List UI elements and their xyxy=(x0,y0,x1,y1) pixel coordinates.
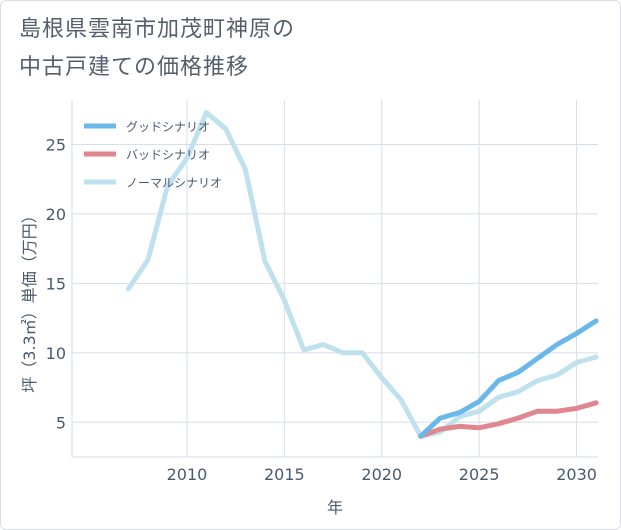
plot-area xyxy=(72,100,598,457)
title-line-1: 島根県雲南市加茂町神原の xyxy=(19,17,296,42)
x-tick-label: 2010 xyxy=(167,465,208,484)
x-tick-label: 2025 xyxy=(459,465,500,484)
series-lines xyxy=(126,110,599,439)
x-axis-label: 年 xyxy=(327,498,343,517)
y-axis-label: 坪（3.3㎡）単価（万円） xyxy=(20,207,39,392)
series-line-0 xyxy=(418,318,599,439)
y-tick-label: 20 xyxy=(46,205,66,224)
series-line-2 xyxy=(126,110,599,439)
legend-label-0[interactable]: グッドシナリオ xyxy=(126,120,210,134)
x-tick-label: 2020 xyxy=(361,465,402,484)
x-tick-label: 2015 xyxy=(264,465,305,484)
page-title: 島根県雲南市加茂町神原の 中古戸建ての価格推移 xyxy=(19,11,399,87)
x-tick-label: 2030 xyxy=(556,465,597,484)
y-tick-label: 10 xyxy=(46,344,66,363)
y-tick-label: 25 xyxy=(46,135,66,154)
title-line-2: 中古戸建ての価格推移 xyxy=(19,55,250,80)
legend-label-2[interactable]: ノーマルシナリオ xyxy=(126,176,222,190)
series-line-1 xyxy=(418,400,599,439)
legend-label-1[interactable]: バッドシナリオ xyxy=(126,148,210,162)
y-tick-label: 15 xyxy=(46,274,66,293)
y-tick-label: 5 xyxy=(56,413,66,432)
